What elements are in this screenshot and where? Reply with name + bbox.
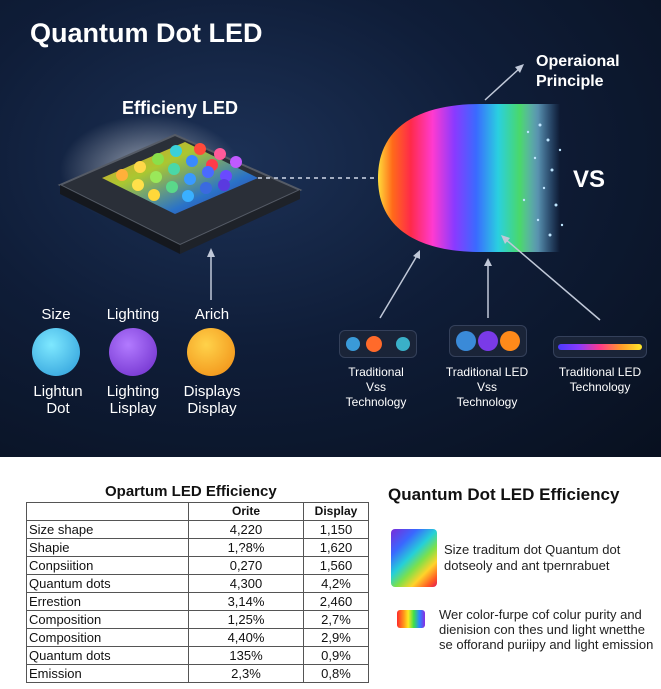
table-cell: 1,150 — [303, 520, 369, 539]
table-cell: 2,7% — [303, 610, 369, 629]
table-cell: 0,270 — [188, 556, 304, 575]
right-panel-text-1: Size traditum dot Quantum dot dotseoly a… — [444, 542, 621, 573]
table-cell: Composition — [26, 610, 189, 629]
table-cell: 1,620 — [303, 538, 369, 557]
spectrum-swatch — [391, 529, 437, 587]
feature-lighting-caption: Lighting Lisplay — [106, 383, 160, 417]
page-title: Quantum Dot LED — [30, 18, 263, 48]
table-cell: Size shape — [26, 520, 189, 539]
rainbow-swatch — [397, 610, 425, 628]
right-panel-text-2: Wer color-furpe cof colur purity and die… — [439, 607, 654, 652]
table-row: Quantum dots 4,300 4,2% — [26, 574, 369, 593]
table-cell: Emission — [26, 664, 189, 683]
table-header-row: Orite Display — [26, 502, 369, 521]
table-cell: 2,9% — [303, 628, 369, 647]
feature-size-caption: Lightun Dot — [33, 383, 83, 417]
feature-arich-caption: Displays Display — [183, 383, 241, 417]
comparison-label-1: Traditional Vss Technology — [345, 365, 407, 409]
comparison-label-3: Traditional LED Technology — [558, 365, 642, 394]
table-row: Quantum dots 135% 0,9% — [26, 646, 369, 665]
table-title: Opartum LED Efficiency — [105, 483, 277, 500]
table-row: Composition 4,40% 2,9% — [26, 628, 369, 647]
chip-dots — [116, 143, 242, 202]
right-panel-title: Quantum Dot LED Efficiency — [388, 485, 620, 504]
table-cell: 1,25% — [188, 610, 304, 629]
feature-lighting-label: Lighting — [106, 306, 160, 323]
spectrum-lens — [378, 104, 560, 252]
principle-label: Operaional Principle — [536, 53, 620, 90]
bottom-panel: Opartum LED Efficiency Orite Display Siz… — [0, 457, 661, 689]
feature-lighting-dot — [109, 328, 157, 376]
table-row: Composition 1,25% 2,7% — [26, 610, 369, 629]
table-cell: 4,300 — [188, 574, 304, 593]
comparison-pill-3 — [553, 336, 647, 358]
hero-panel: Quantum Dot LED — [0, 0, 661, 457]
table-cell: 2,460 — [303, 592, 369, 611]
feature-size-label: Size — [41, 306, 71, 323]
table-row: Size shape 4,220 1,150 — [26, 520, 369, 539]
table-cell: 1,560 — [303, 556, 369, 575]
diagram-graphics — [57, 64, 601, 321]
table-cell: 4,2% — [303, 574, 369, 593]
table-cell: 0,8% — [303, 664, 369, 683]
table-cell: 3,14% — [188, 592, 304, 611]
table-cell: Composition — [26, 628, 189, 647]
table-cell: Quantum dots — [26, 574, 189, 593]
table-cell: Shapie — [26, 538, 189, 557]
feature-arich-dot — [187, 328, 235, 376]
spectrum-particles — [522, 123, 564, 237]
feature-arich-label: Arich — [194, 306, 230, 323]
comparison-pill-1 — [339, 330, 417, 358]
table-cell: 4,220 — [188, 520, 304, 539]
vs-label: VS — [573, 166, 606, 193]
table-cell: Conpsiition — [26, 556, 189, 575]
efficiency-table: Orite Display Size shape 4,220 1,150 Shapie… — [26, 502, 369, 683]
table-cell: 2,3% — [188, 664, 304, 683]
table-header — [26, 502, 189, 521]
comparison-label-2: Traditional LED Vss Technology — [445, 365, 529, 409]
table-cell: 0,9% — [303, 646, 369, 665]
table-cell: Quantum dots — [26, 646, 189, 665]
table-header: Display — [303, 502, 369, 521]
chip-top — [102, 142, 258, 214]
table-cell: Errestion — [26, 592, 189, 611]
table-cell: 135% — [188, 646, 304, 665]
table-header: Orite — [188, 502, 304, 521]
table-row: Shapie 1,?8% 1,620 — [26, 538, 369, 557]
table-row: Conpsiition 0,270 1,560 — [26, 556, 369, 575]
table-row: Emission 2,3% 0,8% — [26, 664, 369, 683]
table-row: Errestion 3,14% 2,460 — [26, 592, 369, 611]
table-cell: 4,40% — [188, 628, 304, 647]
comparison-pill-2 — [449, 325, 527, 357]
table-cell: 1,?8% — [188, 538, 304, 557]
chip-label: Efficieny LED — [122, 98, 239, 118]
feature-size-dot — [32, 328, 80, 376]
